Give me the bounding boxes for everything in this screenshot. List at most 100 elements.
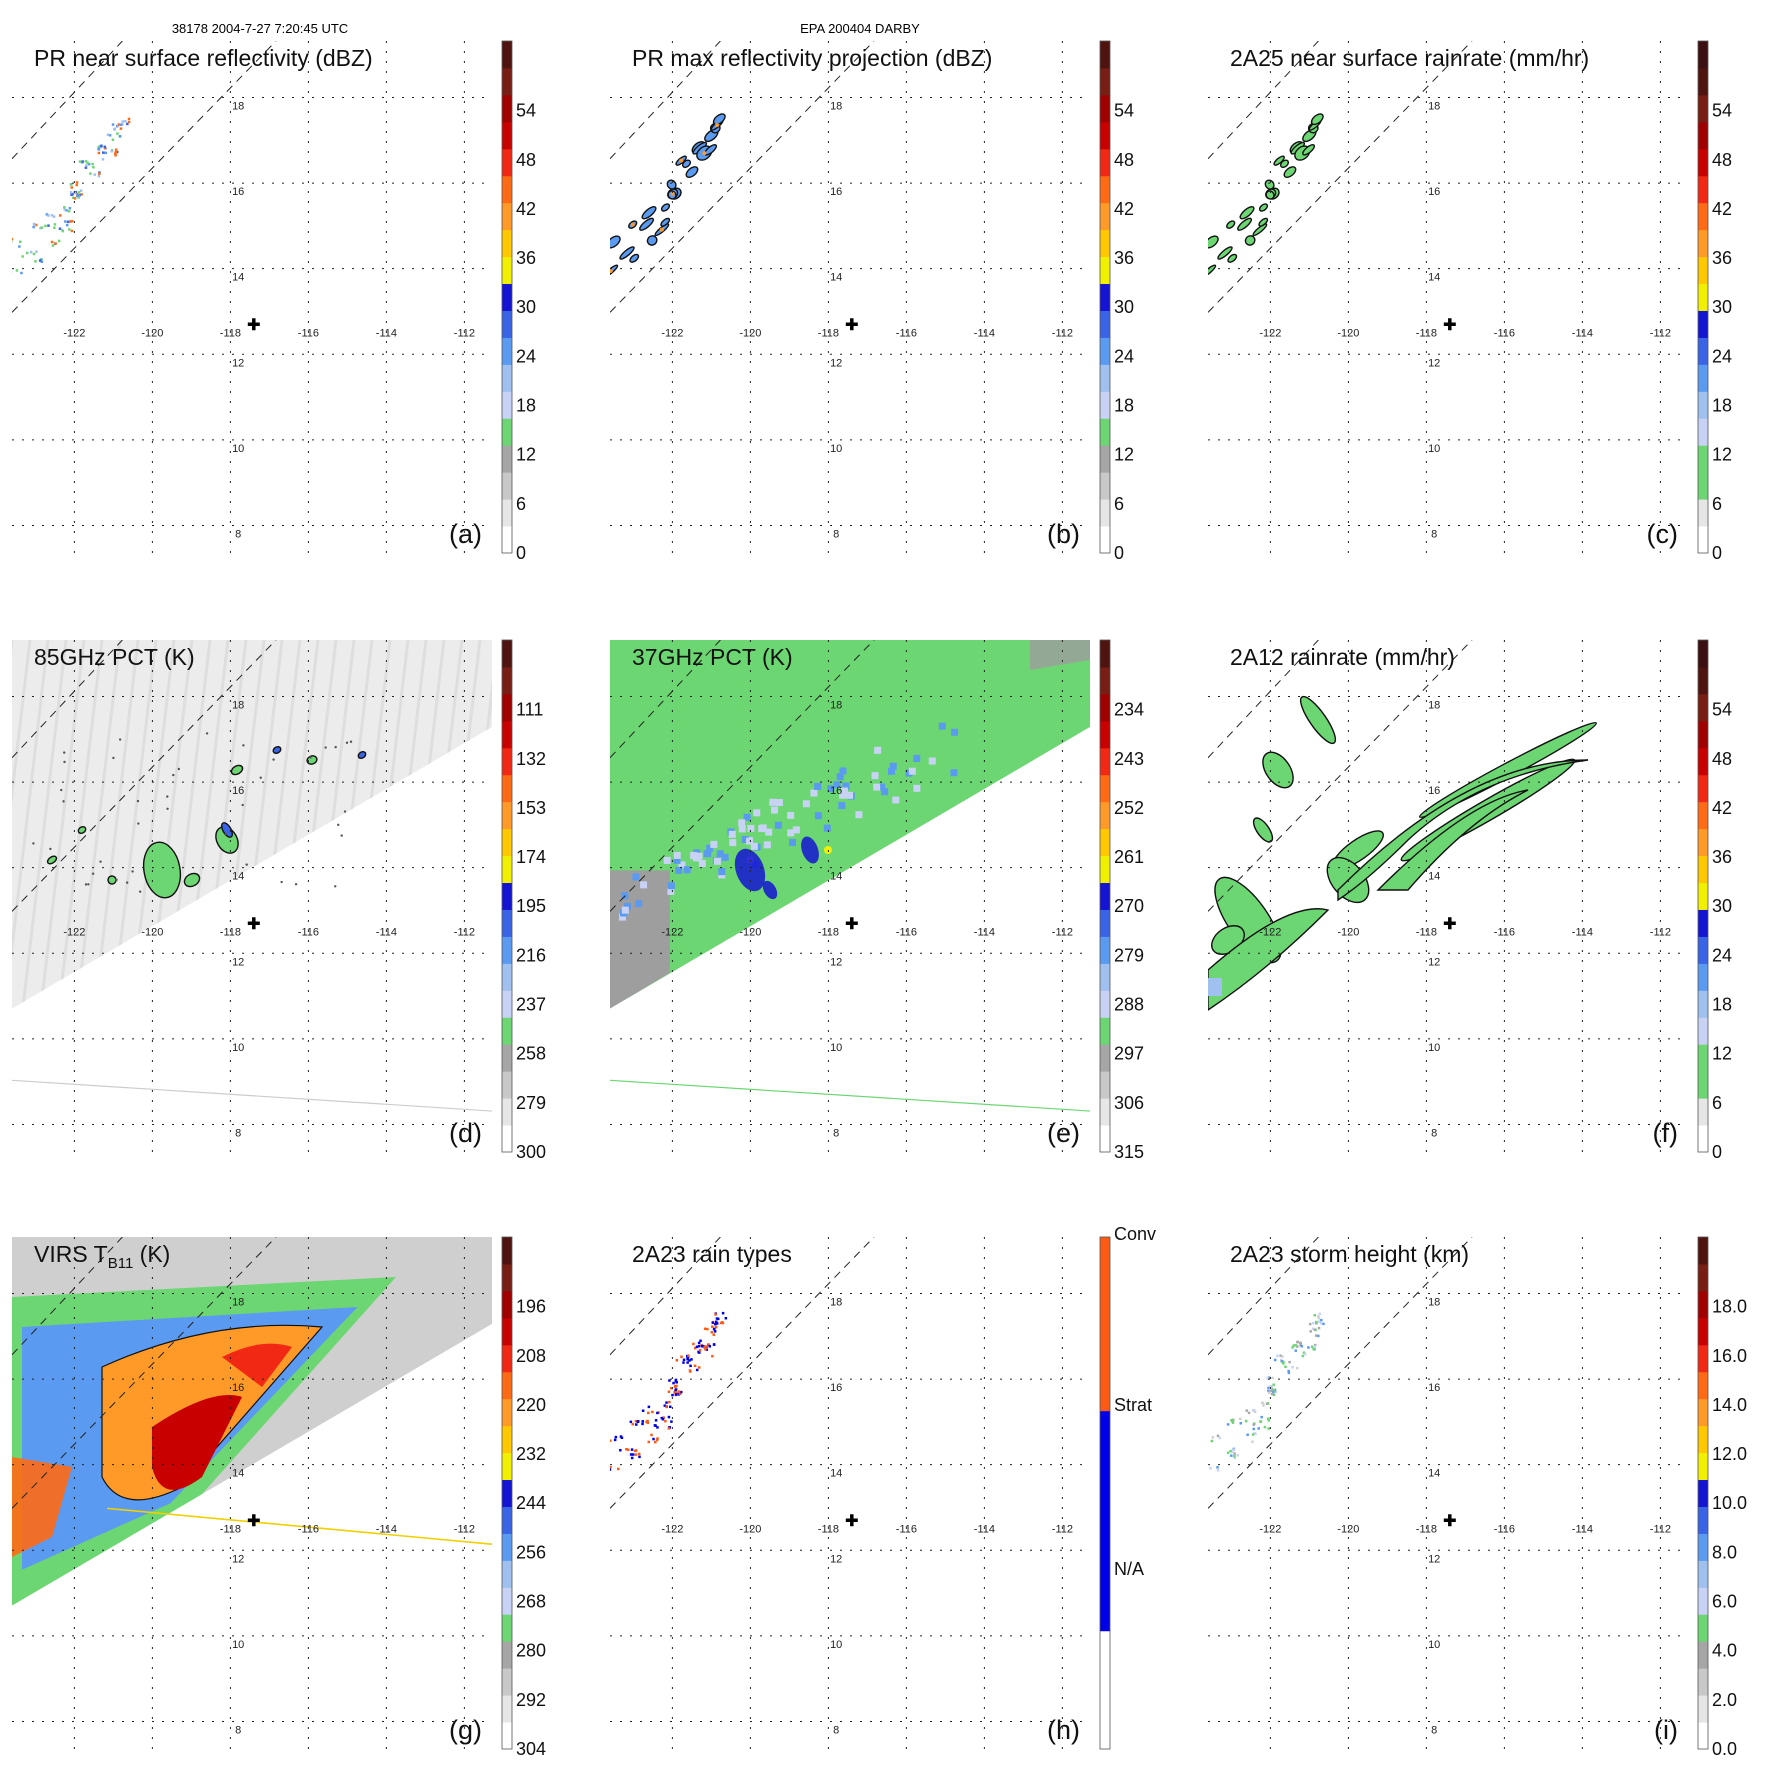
echo-pixel — [115, 150, 119, 154]
lon-tick-label: -114 — [974, 327, 995, 339]
rain-type-pixel — [604, 1468, 607, 1471]
storm-height-pixel — [1236, 1453, 1240, 1457]
colorbar-segment — [502, 882, 512, 910]
storm-height-pixel — [1319, 1321, 1323, 1325]
echo-pixel — [68, 228, 71, 231]
storm-height-pixel — [1252, 1423, 1255, 1426]
rain-type-pixel — [664, 1419, 667, 1423]
lat-tick-label: 10 — [1428, 443, 1440, 455]
rain-type-pixel — [715, 1317, 719, 1320]
echo-pixel — [91, 162, 94, 166]
echo-blob — [629, 253, 640, 263]
colorbar-tick-label: 234 — [1114, 700, 1144, 720]
cold-pixel — [334, 745, 337, 749]
swath-edge — [610, 727, 1090, 1152]
scatter-pixel — [690, 851, 698, 859]
colorbar-segment — [1100, 175, 1110, 204]
storm-height-pixel — [1246, 1433, 1249, 1437]
colorbar-tick-label: 6 — [1712, 1093, 1722, 1113]
echo-blob — [681, 159, 692, 169]
colorbar-segment — [502, 936, 512, 964]
colorbar-segment — [502, 1371, 512, 1400]
colorbar-tick-label: 30 — [1114, 297, 1134, 317]
storm-height-pixel — [1272, 1390, 1275, 1394]
panel-title: 2A12 rainrate (mm/hr) — [1230, 644, 1455, 670]
scatter-pixel — [769, 798, 777, 806]
lon-tick-label: -120 — [739, 1523, 761, 1535]
lat-tick-label: 12 — [1428, 357, 1440, 369]
rain-type-pixel — [668, 1379, 671, 1382]
echo-pixel — [121, 120, 124, 123]
cold-pixel — [166, 807, 169, 810]
rain-type-pixel — [663, 1404, 667, 1407]
storm-height-pixel — [1317, 1315, 1320, 1318]
panel-title: 37GHz PCT (K) — [632, 644, 793, 670]
colorbar-tick-label: 258 — [516, 1044, 546, 1064]
colorbar-segment — [1698, 640, 1708, 668]
storm-height-pixel — [1270, 1392, 1274, 1396]
lat-tick-label: 16 — [1428, 785, 1440, 797]
panel-g: -118 -116 -114 -112 18 16 14 12 10 8 VIRS TB11 (K)… — [12, 1237, 492, 1749]
storm-height-pixel — [1233, 1452, 1236, 1455]
colorbar-frame — [1099, 1236, 1111, 1750]
colorbar-segment — [502, 121, 512, 150]
colorbar-segment — [502, 1452, 512, 1481]
storm-height-pixel — [1281, 1362, 1285, 1365]
echo-pixel — [97, 145, 101, 149]
echo-pixel — [51, 244, 55, 247]
swath-texture — [12, 640, 14, 653]
colorbar-tick-label: 42 — [1712, 199, 1732, 219]
colorbar-segment — [1698, 1237, 1708, 1265]
storm-height-pixel — [1267, 1386, 1270, 1390]
lat-tick-label: 18 — [1428, 100, 1440, 112]
colorbar-tick-label: 304 — [516, 1739, 546, 1759]
echo-pixel — [127, 117, 131, 121]
panel-letter: (c) — [1647, 519, 1678, 549]
rain-pixel — [1208, 978, 1222, 996]
rain-type-pixel — [674, 1393, 678, 1396]
storm-center-marker — [247, 1514, 260, 1527]
storm-height-pixel — [1313, 1343, 1317, 1347]
rain-type-pixel — [686, 1361, 689, 1364]
rain-type-pixel — [654, 1440, 657, 1444]
lat-tick-label: 12 — [830, 357, 842, 369]
scatter-pixel — [855, 811, 863, 819]
echo-pixel — [57, 239, 61, 243]
colorbar-tick-label: 4.0 — [1712, 1641, 1737, 1661]
echo-pixel — [89, 172, 92, 175]
echo-pixel — [15, 269, 19, 272]
storm-height-pixel — [1229, 1449, 1232, 1453]
scatter-pixel — [758, 825, 766, 833]
cold-pixel — [334, 885, 337, 888]
colorbar-segment — [502, 747, 512, 776]
cold-pixel — [131, 870, 134, 873]
storm-height-pixel — [1317, 1320, 1321, 1323]
echo-blob — [1302, 144, 1316, 156]
colorbar-segment — [1698, 990, 1708, 1018]
storm-height-pixel — [1232, 1448, 1236, 1451]
rain-type-pixel — [695, 1345, 699, 1349]
scatter-pixel — [675, 866, 683, 874]
lon-tick-label: -114 — [974, 1523, 995, 1535]
echo-pixel — [63, 208, 67, 211]
colorbar-segment — [502, 1237, 512, 1265]
echo-pixel — [70, 229, 74, 233]
cold-pixel — [112, 756, 115, 760]
lon-tick-label: -112 — [454, 1523, 475, 1535]
echo-pixel — [12, 270, 13, 274]
storm-height-pixel — [1265, 1402, 1269, 1405]
colorbar-segment — [1100, 666, 1110, 695]
storm-height-pixel — [1294, 1344, 1297, 1347]
scatter-pixel — [840, 787, 848, 795]
panel-title: PR max reflectivity projection (dBZ) — [632, 45, 992, 71]
rain-type-pixel — [625, 1447, 628, 1451]
rain-type-pixel — [707, 1343, 710, 1346]
storm-height-pixel — [1231, 1450, 1234, 1453]
lon-tick-label: -116 — [1494, 1523, 1515, 1535]
rain-type-pixel — [670, 1420, 673, 1423]
scatter-pixel — [673, 856, 681, 864]
storm-height-pixel — [1200, 1465, 1203, 1468]
lon-tick-label: -114 — [1572, 926, 1593, 938]
echo-core — [715, 123, 720, 128]
